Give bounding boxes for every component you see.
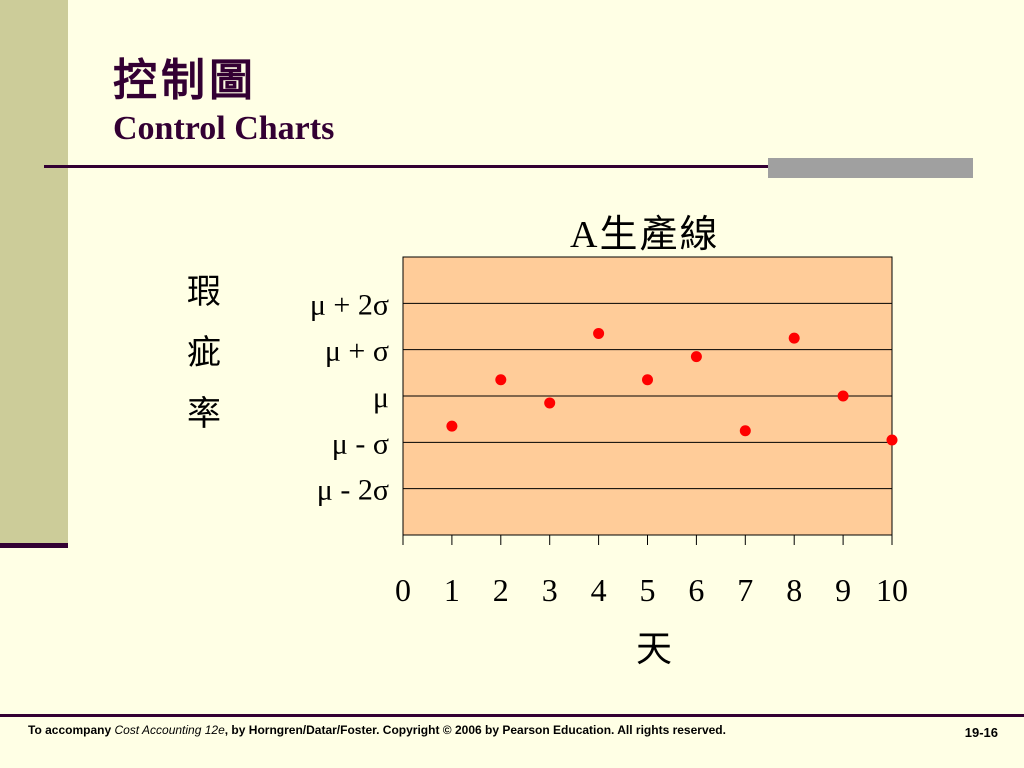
- left-band-edge: [0, 543, 68, 548]
- x-axis: 0 1 2 3 4 5 6 7 8 9 10: [395, 534, 908, 608]
- x-tick-label: 1: [444, 572, 460, 608]
- y-tick-label: μ + σ: [325, 335, 389, 368]
- data-point: [446, 420, 458, 432]
- x-tick-label: 7: [737, 572, 753, 608]
- slide-title-english: Control Charts: [113, 110, 335, 147]
- data-point: [495, 374, 507, 386]
- footer-divider: [0, 714, 1024, 717]
- x-tick-label: 0: [395, 572, 411, 608]
- grid-lines: [403, 302, 892, 490]
- left-decor-band: [0, 0, 68, 544]
- y-axis-title: 瑕疵率: [187, 274, 221, 433]
- title-divider: [44, 165, 973, 168]
- x-tick-label: 2: [493, 572, 509, 608]
- y-tick-label: μ: [373, 381, 389, 414]
- x-tick-label: 9: [835, 572, 851, 608]
- x-tick-label: 8: [786, 572, 802, 608]
- data-point: [690, 351, 702, 363]
- footer-copyright: To accompany Cost Accounting 12e, by Hor…: [28, 723, 726, 737]
- x-axis-title: 天: [636, 629, 673, 669]
- data-point: [837, 390, 849, 402]
- x-tick-label: 6: [688, 572, 704, 608]
- x-tick-label: 3: [542, 572, 558, 608]
- x-tick-label: 4: [591, 572, 607, 608]
- data-points: [446, 327, 898, 446]
- footer-prefix: To accompany: [28, 723, 115, 737]
- y-tick-label: μ + 2σ: [310, 288, 389, 321]
- title-accent-bar: [768, 158, 973, 178]
- data-point: [739, 425, 751, 437]
- page-number: 19-16: [964, 725, 998, 740]
- data-point: [593, 327, 605, 339]
- x-tick-label: 10: [876, 572, 908, 608]
- y-tick-label: μ - σ: [332, 427, 389, 460]
- footer-book-title: Cost Accounting 12e: [114, 723, 225, 737]
- y-tick-label: μ - 2σ: [317, 474, 389, 507]
- data-point: [886, 434, 898, 446]
- chart-title: A生產線: [570, 214, 720, 256]
- data-point: [544, 397, 556, 409]
- x-tick-label: 5: [640, 572, 656, 608]
- data-point: [788, 332, 800, 344]
- footer-suffix: , by Horngren/Datar/Foster. Copyright © …: [224, 723, 726, 737]
- y-axis-labels: μ + 2σ μ + σ μ μ - σ μ - 2σ: [310, 288, 389, 506]
- data-point: [642, 374, 653, 386]
- slide-title-chinese: 控制圖: [113, 56, 257, 105]
